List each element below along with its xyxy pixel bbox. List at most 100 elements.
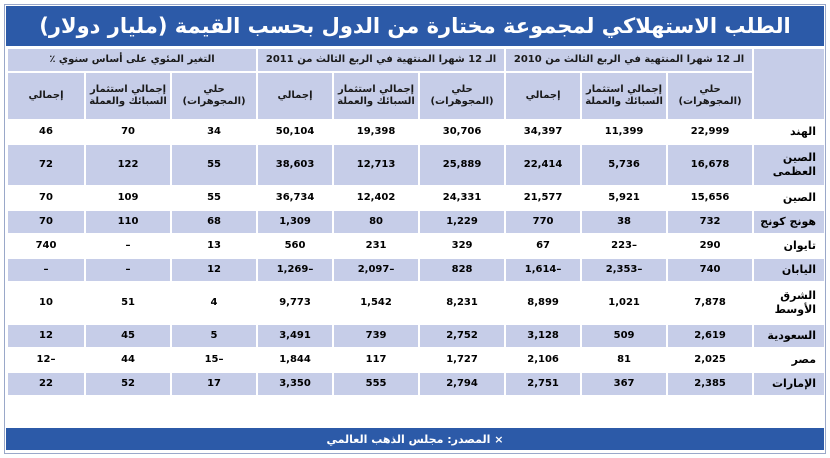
country-cell: تايوان — [752, 235, 825, 259]
group-header-change: التغير المئوي على أساس سنوي ٪ — [6, 49, 257, 73]
value-cell: 367 — [580, 373, 667, 397]
value-cell: 3,128 — [504, 325, 581, 349]
table-row: السعودية 2,619 509 3,128 2,752 739 3,491 5 45 12 — [6, 325, 825, 349]
value-cell: 122 — [84, 145, 171, 187]
value-cell: 22 — [6, 373, 85, 397]
table-row: الشرق الأوسط 7,878 1,021 8,899 8,231 1,542 9,7… — [6, 283, 825, 325]
value-cell: 3,350 — [256, 373, 333, 397]
value-cell: 2,794 — [418, 373, 505, 397]
value-cell: 8,231 — [418, 283, 505, 325]
col-header: حلي (المجوهرات) — [666, 73, 753, 121]
value-cell: 2,619 — [666, 325, 753, 349]
value-cell: 1,269– — [256, 259, 333, 283]
country-cell: مصر — [752, 349, 825, 373]
value-cell: 740 — [6, 235, 85, 259]
value-cell: 509 — [580, 325, 667, 349]
value-cell: 1,309 — [256, 211, 333, 235]
value-cell: – — [84, 259, 171, 283]
table-row: هونج كونج 732 38 770 1,229 80 1,309 68 110 70 — [6, 211, 825, 235]
value-cell: 1,727 — [418, 349, 505, 373]
value-cell: 1,614– — [504, 259, 581, 283]
value-cell: 17 — [170, 373, 257, 397]
value-cell: 1,844 — [256, 349, 333, 373]
group-header-2011: الـ 12 شهرا المنتهية في الربع الثالث من … — [256, 49, 505, 73]
value-cell: 70 — [6, 187, 85, 211]
value-cell: 2,097– — [332, 259, 419, 283]
value-cell: 44 — [84, 349, 171, 373]
table-row: مصر 2,025 81 2,106 1,727 117 1,844 15– 44 12– — [6, 349, 825, 373]
value-cell: 739 — [332, 325, 419, 349]
value-cell: 15,656 — [666, 187, 753, 211]
value-cell: 12 — [170, 259, 257, 283]
value-cell: 22,414 — [504, 145, 581, 187]
value-cell: 15– — [170, 349, 257, 373]
value-cell: – — [84, 235, 171, 259]
col-header: إجمالي — [256, 73, 333, 121]
value-cell: 45 — [84, 325, 171, 349]
table-row: الهند 22,999 11,399 34,397 30,706 19,398 50,10… — [6, 121, 825, 145]
value-cell: 68 — [170, 211, 257, 235]
value-cell: 2,385 — [666, 373, 753, 397]
value-cell: 72 — [6, 145, 85, 187]
value-cell: 828 — [418, 259, 505, 283]
source-footer: × المصدر: مجلس الذهب العالمي — [6, 428, 824, 450]
value-cell: 81 — [580, 349, 667, 373]
country-cell: الشرق الأوسط — [752, 283, 825, 325]
value-cell: 36,734 — [256, 187, 333, 211]
value-cell: 290 — [666, 235, 753, 259]
value-cell: 2,751 — [504, 373, 581, 397]
col-header: إجمالي — [6, 73, 85, 121]
value-cell: 9,773 — [256, 283, 333, 325]
value-cell: 50,104 — [256, 121, 333, 145]
country-cell: اليابان — [752, 259, 825, 283]
value-cell: 34,397 — [504, 121, 581, 145]
value-cell: 24,331 — [418, 187, 505, 211]
value-cell: 329 — [418, 235, 505, 259]
value-cell: 110 — [84, 211, 171, 235]
value-cell: 12,713 — [332, 145, 419, 187]
col-header: إجمالي — [504, 73, 581, 121]
value-cell: 10 — [6, 283, 85, 325]
value-cell: 3,491 — [256, 325, 333, 349]
value-cell: 38 — [580, 211, 667, 235]
table-body: الهند 22,999 11,399 34,397 30,706 19,398 50,10… — [6, 121, 825, 397]
value-cell: 560 — [256, 235, 333, 259]
value-cell: 1,542 — [332, 283, 419, 325]
table-row: الإمارات 2,385 367 2,751 2,794 555 3,350 17 52 22 — [6, 373, 825, 397]
col-header: إجمالي استثمار السبائك والعملة — [580, 73, 667, 121]
value-cell: 740 — [666, 259, 753, 283]
value-cell: 2,752 — [418, 325, 505, 349]
col-header: إجمالي استثمار السبائك والعملة — [332, 73, 419, 121]
value-cell: 1,229 — [418, 211, 505, 235]
country-cell: الهند — [752, 121, 825, 145]
value-cell: 55 — [170, 187, 257, 211]
header-corner — [752, 49, 825, 121]
country-cell: السعودية — [752, 325, 825, 349]
value-cell: 52 — [84, 373, 171, 397]
value-cell: 12,402 — [332, 187, 419, 211]
table-row: الصين 15,656 5,921 21,577 24,331 12,402 36,734… — [6, 187, 825, 211]
value-cell: 1,021 — [580, 283, 667, 325]
group-header-2010: الـ 12 شهرا المنتهية في الربع الثالث من … — [504, 49, 753, 73]
value-cell: 555 — [332, 373, 419, 397]
value-cell: 231 — [332, 235, 419, 259]
col-header: إجمالي استثمار السبائك والعملة — [84, 73, 171, 121]
value-cell: 223– — [580, 235, 667, 259]
value-cell: 21,577 — [504, 187, 581, 211]
value-cell: 117 — [332, 349, 419, 373]
value-cell: 25,889 — [418, 145, 505, 187]
value-cell: 11,399 — [580, 121, 667, 145]
table-row: اليابان 740 2,353– 1,614– 828 2,097– 1,269– 12–… — [6, 259, 825, 283]
value-cell: 109 — [84, 187, 171, 211]
value-cell: 5,921 — [580, 187, 667, 211]
col-header: حلي (المجوهرات) — [418, 73, 505, 121]
value-cell: 12 — [6, 325, 85, 349]
country-cell: الصين العظمى — [752, 145, 825, 187]
table-row: الصين العظمى 16,678 5,736 22,414 25,889 12,71… — [6, 145, 825, 187]
value-cell: 16,678 — [666, 145, 753, 187]
table-title: الطلب الاستهلاكي لمجموعة مختارة من الدول… — [6, 6, 824, 46]
value-cell: 51 — [84, 283, 171, 325]
value-cell: 732 — [666, 211, 753, 235]
value-cell: 19,398 — [332, 121, 419, 145]
value-cell: 770 — [504, 211, 581, 235]
